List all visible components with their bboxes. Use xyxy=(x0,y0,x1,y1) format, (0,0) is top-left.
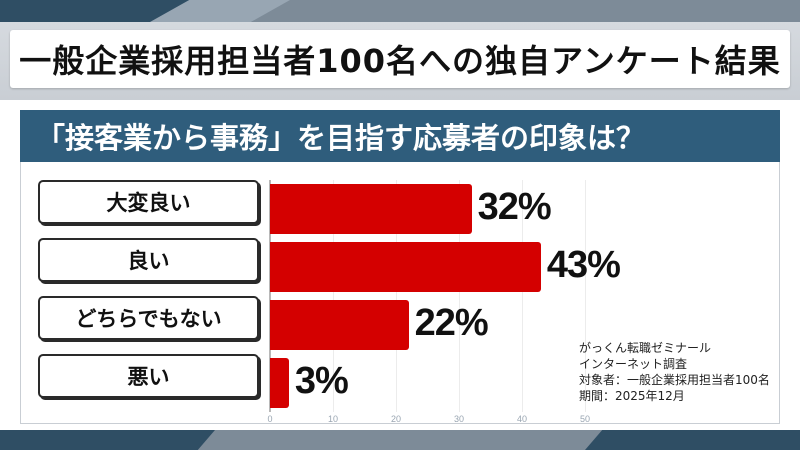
source-line: 期間：2025年12月 xyxy=(579,389,685,403)
grid-line xyxy=(522,180,523,412)
grid-line xyxy=(396,180,397,412)
category-label-box: 大変良い xyxy=(38,180,259,224)
category-label: 良い xyxy=(127,249,170,273)
bar xyxy=(270,184,472,234)
source-line: 対象者：一般企業採用担当者100名 xyxy=(579,373,770,387)
bar xyxy=(270,358,289,408)
category-label-box: 悪い xyxy=(38,354,259,398)
page-title: 一般企業採用担当者100名への独自アンケート結果 xyxy=(19,42,781,80)
header-stripe-light xyxy=(150,0,290,22)
header-stripe-dark xyxy=(0,0,190,22)
title-box: 一般企業採用担当者100名への独自アンケート結果 xyxy=(10,30,790,88)
x-tick-label: 10 xyxy=(327,414,338,424)
grid-line xyxy=(585,180,586,412)
bar-value-label: 3% xyxy=(294,360,349,402)
bar-value-label: 32% xyxy=(477,186,552,228)
category-label: どちらでもない xyxy=(75,307,222,331)
x-tick-label: 40 xyxy=(516,414,527,424)
category-label: 大変良い xyxy=(106,191,191,215)
x-tick-label: 30 xyxy=(453,414,464,424)
grid-line xyxy=(459,180,460,412)
source-line: インターネット調査 xyxy=(579,357,688,371)
x-tick-label: 20 xyxy=(390,414,401,424)
x-tick-label: 0 xyxy=(267,414,273,424)
bar xyxy=(270,242,541,292)
bar-value-label: 22% xyxy=(414,302,489,344)
question-text: 「接客業から事務」を目指す応募者の印象は？ xyxy=(36,121,646,155)
bar xyxy=(270,300,409,350)
grid-line xyxy=(333,180,334,412)
category-label: 悪い xyxy=(127,365,170,389)
bar-value-label: 43% xyxy=(546,244,621,286)
category-label-box: 良い xyxy=(38,238,259,282)
source-line: がっくん転職ゼミナール xyxy=(579,341,712,355)
footer-decoration xyxy=(0,430,800,450)
question-banner: 「接客業から事務」を目指す応募者の印象は？ xyxy=(20,110,780,162)
footer-stripe-right xyxy=(585,430,800,450)
source-note: がっくん転職ゼミナール インターネット調査 対象者：一般企業採用担当者100名 … xyxy=(579,340,770,404)
y-axis-line xyxy=(269,180,271,412)
category-label-box: どちらでもない xyxy=(38,296,259,340)
footer-stripe-left xyxy=(0,430,215,450)
x-tick-label: 50 xyxy=(579,414,590,424)
